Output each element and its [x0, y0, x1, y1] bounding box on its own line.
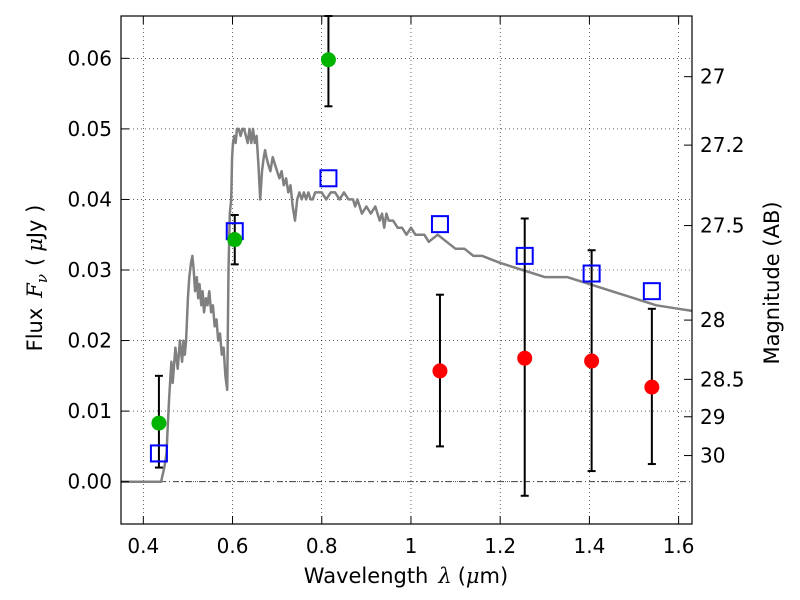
y-tick-label: 0.06 [67, 46, 112, 70]
x-tick-label: 0.8 [306, 534, 338, 558]
detection-point [151, 415, 167, 431]
y-axis-label: FluxFν(μJy ) [23, 205, 51, 352]
detection-point [320, 52, 336, 68]
y2-tick-label: 27 [700, 65, 725, 89]
y2-tick-label: 28 [700, 308, 725, 332]
model-spectrum [121, 127, 693, 483]
y2-tick-label: 27.2 [700, 133, 745, 157]
plot-frame [120, 15, 693, 525]
limit-point [584, 353, 600, 369]
y-tick-label: 0.04 [67, 187, 112, 211]
tick-labels: 0.4 0.6 0.8 1 1.2 1.4 1.6 0.00 0.01 0.02 0.03 0.04 0… [67, 46, 744, 558]
y-tick-label: 0.02 [67, 329, 112, 353]
model-spectrum-line [121, 127, 693, 483]
y-tick-label: 0.01 [67, 399, 112, 423]
x-axis-label: Wavelength λ (μm) [304, 564, 508, 588]
grid [121, 16, 692, 524]
x-tick-label: 1.6 [663, 534, 695, 558]
y2-tick-label: 27.5 [700, 214, 745, 238]
y2-tick-label: 28.5 [700, 367, 745, 391]
y-tick-label: 0.03 [67, 258, 112, 282]
model-photometry-point [582, 264, 601, 283]
detection-point [227, 232, 243, 248]
axis-ticks [121, 16, 692, 524]
model-photometry-point [430, 215, 449, 234]
model-photometry-point [515, 246, 534, 265]
x-tick-label: 0.4 [127, 534, 159, 558]
x-tick-label: 1 [405, 534, 418, 558]
y2-tick-label: 29 [700, 405, 725, 429]
limit-point [644, 379, 660, 395]
y2-axis-label: Magnitude (AB) [760, 201, 784, 364]
x-tick-label: 0.6 [217, 534, 249, 558]
x-tick-label: 1.4 [573, 534, 605, 558]
x-tick-label: 1.2 [484, 534, 516, 558]
y2-tick-label: 30 [700, 444, 725, 468]
model-photometry-point [319, 169, 338, 188]
limit-point [517, 350, 533, 366]
model-photometry-point [149, 444, 168, 463]
model-photometry-point [642, 282, 661, 301]
y-tick-label: 0.00 [67, 470, 112, 494]
y-tick-label: 0.05 [67, 117, 112, 141]
limit-point [432, 363, 448, 379]
data-markers [149, 52, 661, 463]
